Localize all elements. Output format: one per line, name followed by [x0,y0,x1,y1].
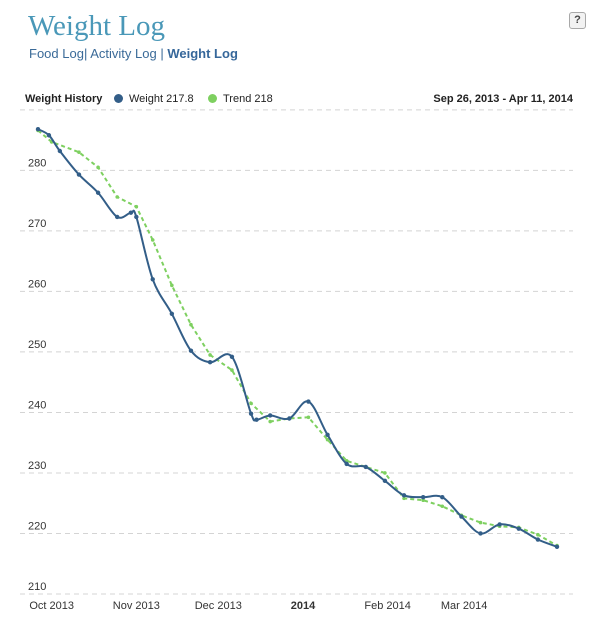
trend-point [189,322,193,327]
x-tick-label: Nov 2013 [113,600,160,612]
trend-point [208,353,212,357]
weight-point [363,464,368,470]
trend-point [96,165,100,170]
trend-point [170,283,174,288]
trend-point [478,520,483,525]
weight-legend-dot-icon [114,94,123,103]
weight-point [459,514,464,519]
trend-point [249,401,253,406]
y-tick-label: 240 [28,399,46,411]
y-tick-label: 220 [28,520,46,532]
trend-point [77,150,81,155]
trend-point [306,415,311,420]
weight-point [57,148,63,154]
chart-legend: Weight History Weight 217.8 Trend 218 Se… [25,93,573,109]
log-nav: Food Log| Activity Log | Weight Log [29,46,238,61]
trend-line [37,129,558,547]
weight-point [115,214,120,220]
weight-point [169,311,175,316]
legend-trend[interactable]: Trend 218 [208,93,273,105]
weight-point [35,127,41,132]
weight-point [254,417,259,422]
weight-point [95,190,101,195]
weight-point [229,354,235,359]
trend-point [134,204,139,209]
chart-title: Weight History [25,93,103,105]
x-tick-label: Oct 2013 [29,600,74,612]
weight-series [35,127,560,549]
trend-point [421,498,425,502]
date-range: Sep 26, 2013 - Apr 11, 2014 [433,93,573,105]
weight-log-link[interactable]: Weight Log [167,46,238,61]
weight-point [440,494,445,500]
weight-point [516,526,521,531]
trend-point [383,471,387,475]
legend-weight-label: Weight 217.8 [129,93,194,105]
trend-point [230,368,234,372]
trend-point [115,195,120,199]
trend-point [325,437,330,442]
x-tick-label: 2014 [291,600,316,612]
x-tick-label: Dec 2013 [195,600,242,612]
food-log-link[interactable]: Food Log [29,46,84,61]
weight-line [37,128,558,548]
trend-legend-dot-icon [208,94,217,103]
weight-point [325,432,330,438]
weight-point [248,411,254,416]
trend-point [536,532,540,537]
trend-point [150,238,155,242]
nav-separator: | [160,46,164,61]
weight-point [207,360,213,365]
legend-weight[interactable]: Weight 217.8 [114,93,194,105]
weight-point [134,214,139,220]
grid-lines [20,109,573,595]
weight-point [188,348,194,353]
weight-point [497,522,502,527]
help-button[interactable]: ? [569,12,586,29]
y-tick-label: 210 [28,581,46,593]
trend-point [402,496,406,501]
weight-point [306,399,311,404]
weight-point [267,413,273,418]
y-tick-label: 260 [28,278,46,290]
x-axis-ticks: Oct 2013 Nov 2013 Dec 2013 2014 Feb 2014 Mar … [29,600,487,612]
weight-point [554,544,560,549]
nav-separator: | [83,46,88,61]
y-axis-ticks: 210 220 230 240 250 260 270 280 [28,157,46,593]
trend-point [440,504,445,509]
weight-point [46,133,52,138]
trend-series [36,128,559,548]
y-tick-label: 230 [28,460,46,472]
trend-point [268,419,272,424]
series-lines [35,127,560,549]
weight-point [150,277,155,282]
weight-point [76,172,82,177]
x-tick-label: Feb 2014 [364,600,410,612]
weight-point [478,531,483,536]
weight-point [382,478,388,484]
y-tick-label: 270 [28,218,46,230]
y-tick-label: 250 [28,339,46,351]
weight-point [535,537,541,542]
weight-point [128,210,134,215]
weight-point [401,493,407,498]
weight-point [344,461,349,467]
x-tick-label: Mar 2014 [441,600,487,612]
weight-point [287,416,292,421]
activity-log-link[interactable]: Activity Log [90,46,157,61]
y-tick-label: 280 [28,157,46,169]
weight-point [420,494,426,500]
page-title: Weight Log [28,10,165,42]
legend-trend-label: Trend 218 [223,93,273,105]
